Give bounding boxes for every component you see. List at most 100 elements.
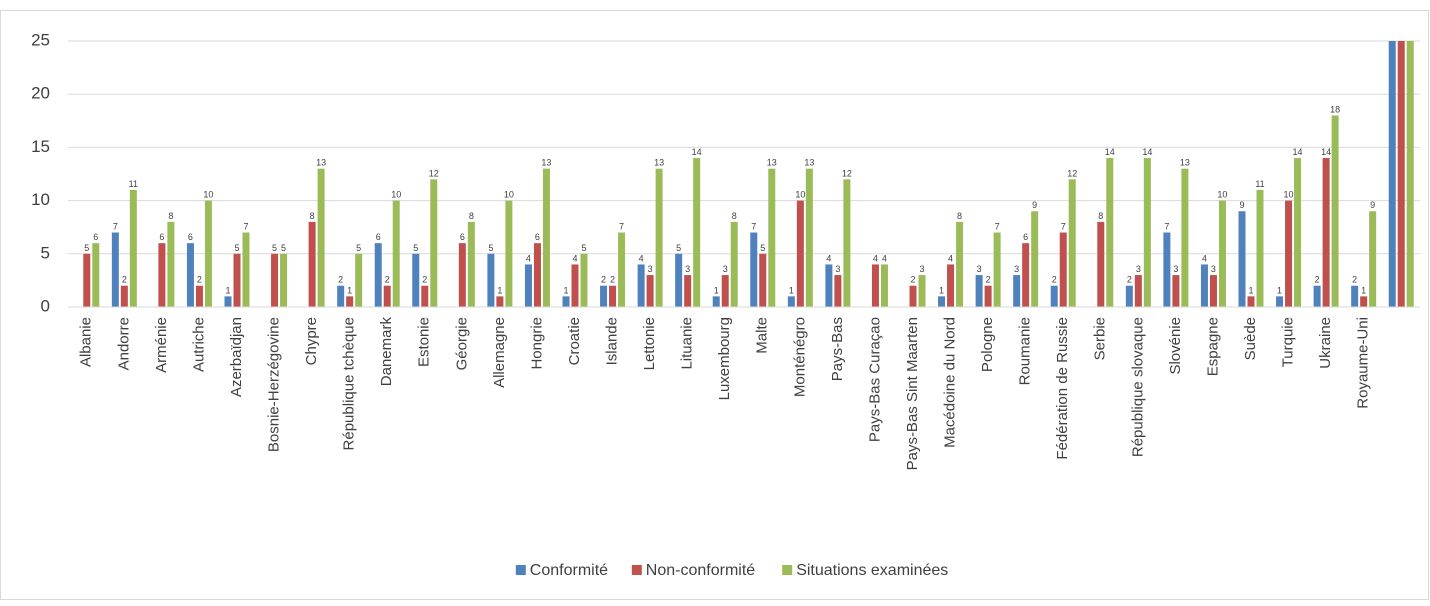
value-label: 2 — [122, 275, 127, 285]
value-label: 4 — [948, 253, 953, 263]
legend-swatch — [631, 565, 642, 575]
value-label: 12 — [1067, 168, 1077, 178]
bar — [956, 221, 964, 307]
x-tick-label: Estonie — [416, 317, 433, 367]
x-tick-label: Lettonie — [641, 317, 658, 370]
value-label: 7 — [619, 222, 624, 232]
bar — [120, 285, 128, 307]
bar — [947, 264, 955, 307]
value-label: 5 — [356, 243, 361, 253]
bar — [233, 253, 241, 307]
x-tick-label: Suède — [1242, 317, 1259, 360]
x-tick-label: République tchèque — [341, 317, 358, 450]
value-label: 7 — [243, 222, 248, 232]
y-tick-label: 0 — [41, 296, 50, 315]
x-tick-label: Turquie — [1280, 317, 1297, 367]
x-tick-label: Espagne — [1204, 317, 1221, 376]
value-label: 5 — [281, 243, 286, 253]
bar — [1200, 264, 1208, 307]
value-label: 2 — [910, 275, 915, 285]
value-label: 4 — [639, 253, 644, 263]
bar — [712, 296, 720, 307]
bar — [496, 296, 504, 307]
value-label: 5 — [84, 243, 89, 253]
x-tick-label: Danemark — [378, 317, 395, 387]
x-tick-label: Royaume-Uni — [1355, 317, 1372, 409]
x-tick-label: Albanie — [78, 317, 95, 367]
bar — [186, 243, 194, 307]
x-tick-label: Pays-Bas Sint Maarten — [904, 317, 921, 470]
bar — [1313, 285, 1321, 307]
value-label: 9 — [1370, 200, 1375, 210]
bar — [1388, 41, 1396, 307]
value-label: 2 — [1352, 275, 1357, 285]
x-tick-label: Slovénie — [1167, 317, 1184, 375]
bar — [421, 285, 429, 307]
value-label: 1 — [347, 285, 352, 295]
bar — [721, 275, 729, 307]
bar — [1068, 179, 1076, 307]
bar — [271, 253, 279, 307]
value-label: 10 — [1284, 190, 1294, 200]
x-tick-label: Chypre — [303, 317, 320, 365]
bar — [796, 200, 804, 307]
x-tick-label: Lituanie — [679, 317, 696, 370]
bar — [524, 264, 532, 307]
bar — [759, 253, 767, 307]
chart-frame — [0, 10, 1429, 600]
x-tick-label: Monténégro — [791, 317, 808, 397]
x-tick-label: Roumanie — [1017, 317, 1034, 385]
value-label: 3 — [1014, 264, 1019, 274]
value-label: 5 — [676, 243, 681, 253]
value-label: 13 — [1180, 158, 1190, 168]
bar — [571, 264, 579, 307]
value-label: 5 — [488, 243, 493, 253]
x-tick-label: Allemagne — [491, 317, 508, 388]
value-label: 10 — [1217, 190, 1227, 200]
bar — [355, 253, 363, 307]
value-label: 6 — [460, 232, 465, 242]
bar — [317, 168, 325, 307]
y-tick-label: 20 — [31, 84, 50, 103]
bar — [1256, 189, 1264, 307]
bar — [938, 296, 946, 307]
value-label: 7 — [1061, 222, 1066, 232]
bar — [1163, 232, 1171, 307]
value-label: 10 — [391, 190, 401, 200]
bar — [750, 232, 758, 307]
legend-label: Situations examinées — [796, 562, 948, 579]
x-tick-label: Macédoine du Nord — [942, 317, 959, 448]
bar — [167, 221, 175, 307]
value-label: 8 — [732, 211, 737, 221]
bar — [1369, 211, 1377, 307]
value-label: 1 — [1277, 285, 1282, 295]
value-label: 2 — [338, 275, 343, 285]
bar — [1143, 158, 1151, 307]
x-tick-label: Fédération de Russie — [1054, 317, 1071, 460]
value-label: 4 — [526, 253, 531, 263]
x-tick-label: Pays-Bas — [829, 317, 846, 381]
bar — [655, 168, 663, 307]
value-label: 10 — [504, 190, 514, 200]
value-label: 8 — [310, 211, 315, 221]
legend-label: Non-conformité — [646, 562, 755, 579]
bar — [825, 264, 833, 307]
value-label: 3 — [977, 264, 982, 274]
bar — [92, 243, 100, 307]
x-tick-label: Pologne — [979, 317, 996, 372]
value-label: 2 — [422, 275, 427, 285]
value-label: 4 — [572, 253, 577, 263]
bar — [843, 179, 851, 307]
bar — [374, 243, 382, 307]
value-label: 13 — [316, 158, 326, 168]
bar — [562, 296, 570, 307]
value-label: 4 — [873, 253, 878, 263]
bar — [1238, 211, 1246, 307]
value-label: 14 — [1321, 147, 1331, 157]
value-label: 2 — [1127, 275, 1132, 285]
value-label: 3 — [1173, 264, 1178, 274]
bar — [1134, 275, 1142, 307]
bar — [505, 200, 513, 307]
bar — [1285, 200, 1293, 307]
value-label: 6 — [376, 232, 381, 242]
